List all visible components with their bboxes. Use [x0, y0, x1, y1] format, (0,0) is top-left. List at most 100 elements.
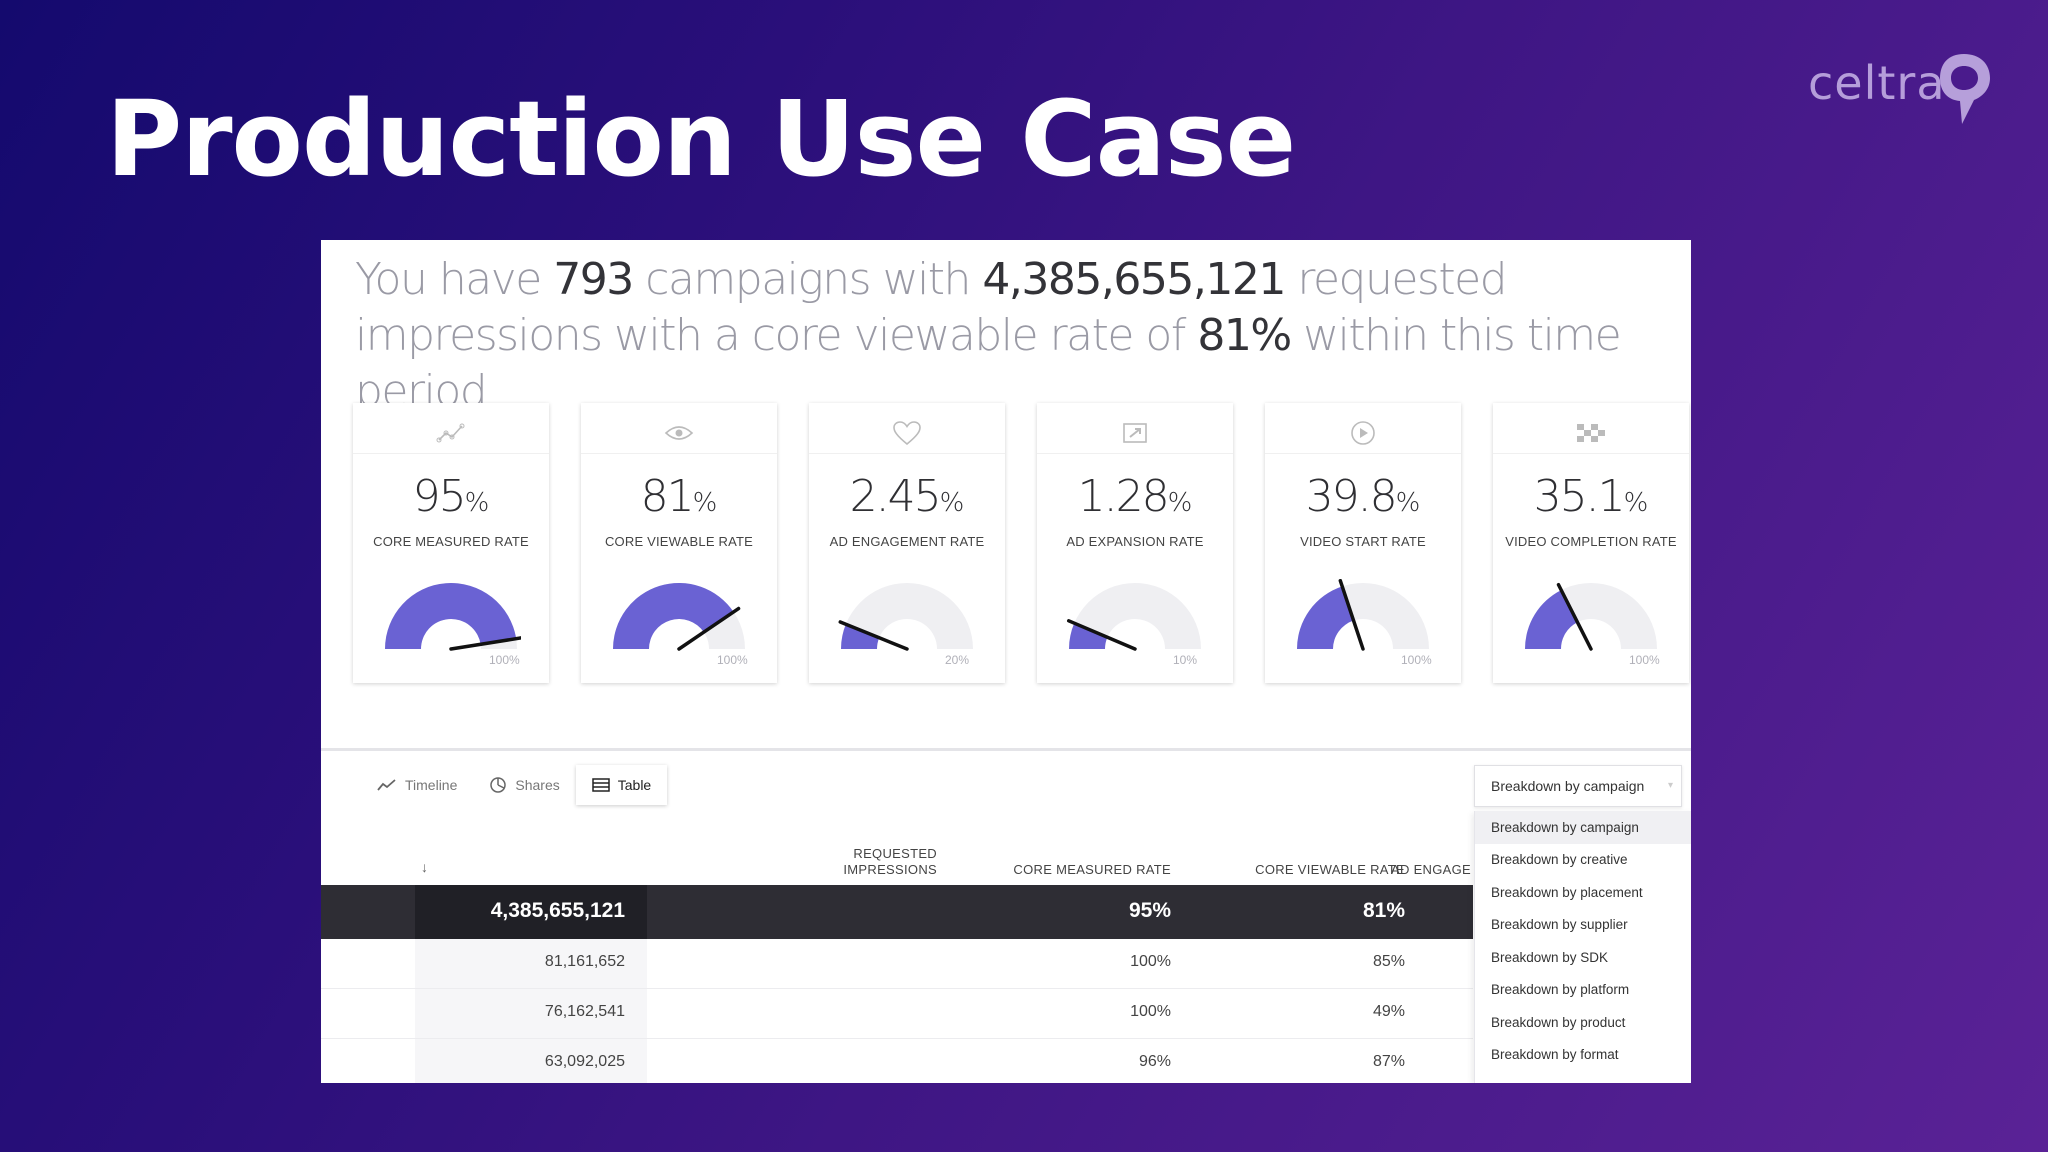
- tab-label: Table: [617, 777, 652, 793]
- table-row[interactable]: 63,092,025 96% 87% 0.78%: [321, 1039, 1639, 1083]
- metric-value: 39.8%: [1305, 471, 1421, 522]
- timeline-icon: [377, 779, 396, 791]
- header-ad-engagement-rate[interactable]: AD ENGAGE: [1391, 862, 1471, 877]
- breakdown-option-creative[interactable]: Breakdown by creative: [1491, 852, 1628, 868]
- row-impressions: 76,162,541: [544, 1003, 625, 1020]
- gauge-max-label: 100%: [717, 653, 748, 667]
- header-line: IMPRESSIONS: [843, 862, 937, 877]
- sort-arrow-icon[interactable]: ↓: [421, 859, 428, 875]
- metric-label: AD ENGAGEMENT RATE: [829, 534, 985, 549]
- metric-value: 1.28%: [1077, 471, 1193, 522]
- metric-value: 81%: [640, 471, 718, 522]
- headline-text: requested impressions with a core viewab…: [355, 254, 1508, 361]
- gauge-needle: [1066, 619, 1137, 651]
- pie-icon: [490, 777, 507, 793]
- gauge-needle: [1556, 582, 1593, 651]
- gauge-fill: [385, 583, 517, 649]
- metric-card-core-measured[interactable]: 95% CORE MEASURED RATE 100%: [353, 403, 549, 683]
- play-icon: [1351, 421, 1375, 445]
- headline-text: campaigns with: [632, 254, 983, 305]
- table-total-row[interactable]: 4,385,655,121 95% 81% 1.28%: [321, 885, 1639, 939]
- metric-label: CORE VIEWABLE RATE: [604, 534, 754, 549]
- gauge-needle: [838, 620, 909, 651]
- table-row[interactable]: 81,161,652 100% 85% 2.64%: [321, 939, 1639, 989]
- breakdown-select[interactable]: Breakdown by campaign ▾: [1474, 765, 1682, 807]
- header-requested-impressions[interactable]: REQUESTED IMPRESSIONS: [691, 846, 937, 878]
- card-icon-row: [1493, 413, 1689, 454]
- table-icon: [592, 778, 610, 792]
- metric-card-video-start[interactable]: 39.8% VIDEO START RATE 100%: [1265, 403, 1461, 683]
- breakdown-option-placement[interactable]: Breakdown by placement: [1491, 884, 1643, 900]
- breakdown-option-sdk[interactable]: Breakdown by SDK: [1491, 949, 1609, 965]
- metric-card-ad-expansion[interactable]: 1.28% AD EXPANSION RATE 10%: [1037, 403, 1233, 683]
- tab-table[interactable]: Table: [575, 765, 668, 805]
- row-core-measured: 96%: [1138, 1053, 1171, 1070]
- total-impressions-cell: [415, 885, 647, 939]
- metric-value: 2.45%: [849, 471, 965, 522]
- gauge-max-label: 100%: [1401, 653, 1432, 667]
- eye-icon: [664, 426, 694, 440]
- metric-label: AD EXPANSION RATE: [1066, 534, 1204, 549]
- headline-text: You have: [355, 254, 554, 305]
- breakdown-option-campaign[interactable]: Breakdown by campaign: [1475, 811, 1691, 844]
- metric-label: CORE MEASURED RATE: [373, 534, 529, 549]
- gauge-track: [1069, 583, 1201, 649]
- impressions-cell-bg: [415, 989, 647, 1038]
- metric-card-ad-engagement[interactable]: 2.45% AD ENGAGEMENT RATE 20%: [809, 403, 1005, 683]
- total-core-measured: 95%: [1128, 899, 1171, 922]
- gauge-track: [841, 583, 973, 649]
- header-line: REQUESTED: [853, 846, 937, 861]
- tab-label: Shares: [515, 777, 560, 793]
- campaign-count: 793: [553, 254, 634, 305]
- view-tabs: Timeline Shares Table: [361, 765, 668, 805]
- card-icon-row: [1037, 413, 1233, 454]
- card-icon-row: [1265, 413, 1461, 454]
- gauge-fill: [1525, 590, 1578, 649]
- row-impressions: 63,092,025: [544, 1053, 625, 1070]
- breakdown-option-format[interactable]: Breakdown by format: [1491, 1047, 1619, 1063]
- speech-bubble-icon: [1940, 54, 1990, 124]
- section-divider: [321, 748, 1691, 751]
- summary-headline: You have 793 campaigns with 4,385,655,12…: [355, 252, 1675, 420]
- gauge-needle: [677, 606, 741, 651]
- metric-gauge: [838, 583, 973, 651]
- gauge-max-label: 100%: [1629, 653, 1660, 667]
- row-impressions: 81,161,652: [544, 953, 625, 970]
- breakdown-selected-value: Breakdown by campaign: [1491, 778, 1645, 794]
- row-core-viewable: 87%: [1372, 1053, 1405, 1070]
- logo-text: celtra: [1808, 56, 1946, 110]
- table-row[interactable]: 76,162,541 100% 49% 0.78%: [321, 989, 1639, 1039]
- tab-timeline[interactable]: Timeline: [361, 765, 473, 805]
- header-core-measured-rate[interactable]: CORE MEASURED RATE: [1013, 862, 1171, 877]
- row-core-viewable: 85%: [1372, 953, 1405, 970]
- metric-value: 35.1%: [1533, 471, 1649, 522]
- metric-card-core-viewable[interactable]: 81% CORE VIEWABLE RATE 100%: [581, 403, 777, 683]
- trend-icon: [436, 423, 465, 443]
- breakdown-option-product[interactable]: Breakdown by product: [1491, 1014, 1626, 1030]
- header-core-viewable-rate[interactable]: CORE VIEWABLE RATE: [1255, 862, 1405, 877]
- breakdown-option-platform[interactable]: Breakdown by platform: [1491, 982, 1630, 998]
- card-icon-row: [353, 413, 549, 454]
- chevron-down-icon: ▾: [1667, 780, 1673, 791]
- metric-card-video-completion[interactable]: 35.1% VIDEO COMPLETION RATE 100%: [1493, 403, 1689, 683]
- heart-icon: [893, 421, 921, 446]
- slide-title: Production Use Case: [106, 78, 1296, 200]
- card-icon-row: [581, 413, 777, 454]
- metric-gauge: [1525, 582, 1657, 651]
- gauge-fill: [1297, 586, 1354, 649]
- gauge-fill: [1069, 623, 1108, 649]
- row-core-viewable: 49%: [1372, 1003, 1405, 1020]
- breakdown-option-supplier[interactable]: Breakdown by supplier: [1491, 917, 1628, 933]
- viewable-rate: 81%: [1197, 310, 1292, 361]
- celtra-logo: celtra: [1808, 50, 1998, 130]
- tab-shares[interactable]: Shares: [473, 765, 575, 805]
- impressions-cell-bg: [415, 1039, 647, 1083]
- gauge-needle: [449, 636, 521, 651]
- impression-count: 4,385,655,121: [982, 254, 1286, 305]
- gauge-fill: [613, 583, 734, 649]
- metric-label: VIDEO START RATE: [1300, 534, 1426, 549]
- impressions-cell-bg: [415, 939, 647, 988]
- gauge-fill: [841, 624, 880, 649]
- gauge-max-label: 100%: [489, 653, 520, 667]
- dashboard-panel: You have 793 campaigns with 4,385,655,12…: [321, 240, 1691, 1083]
